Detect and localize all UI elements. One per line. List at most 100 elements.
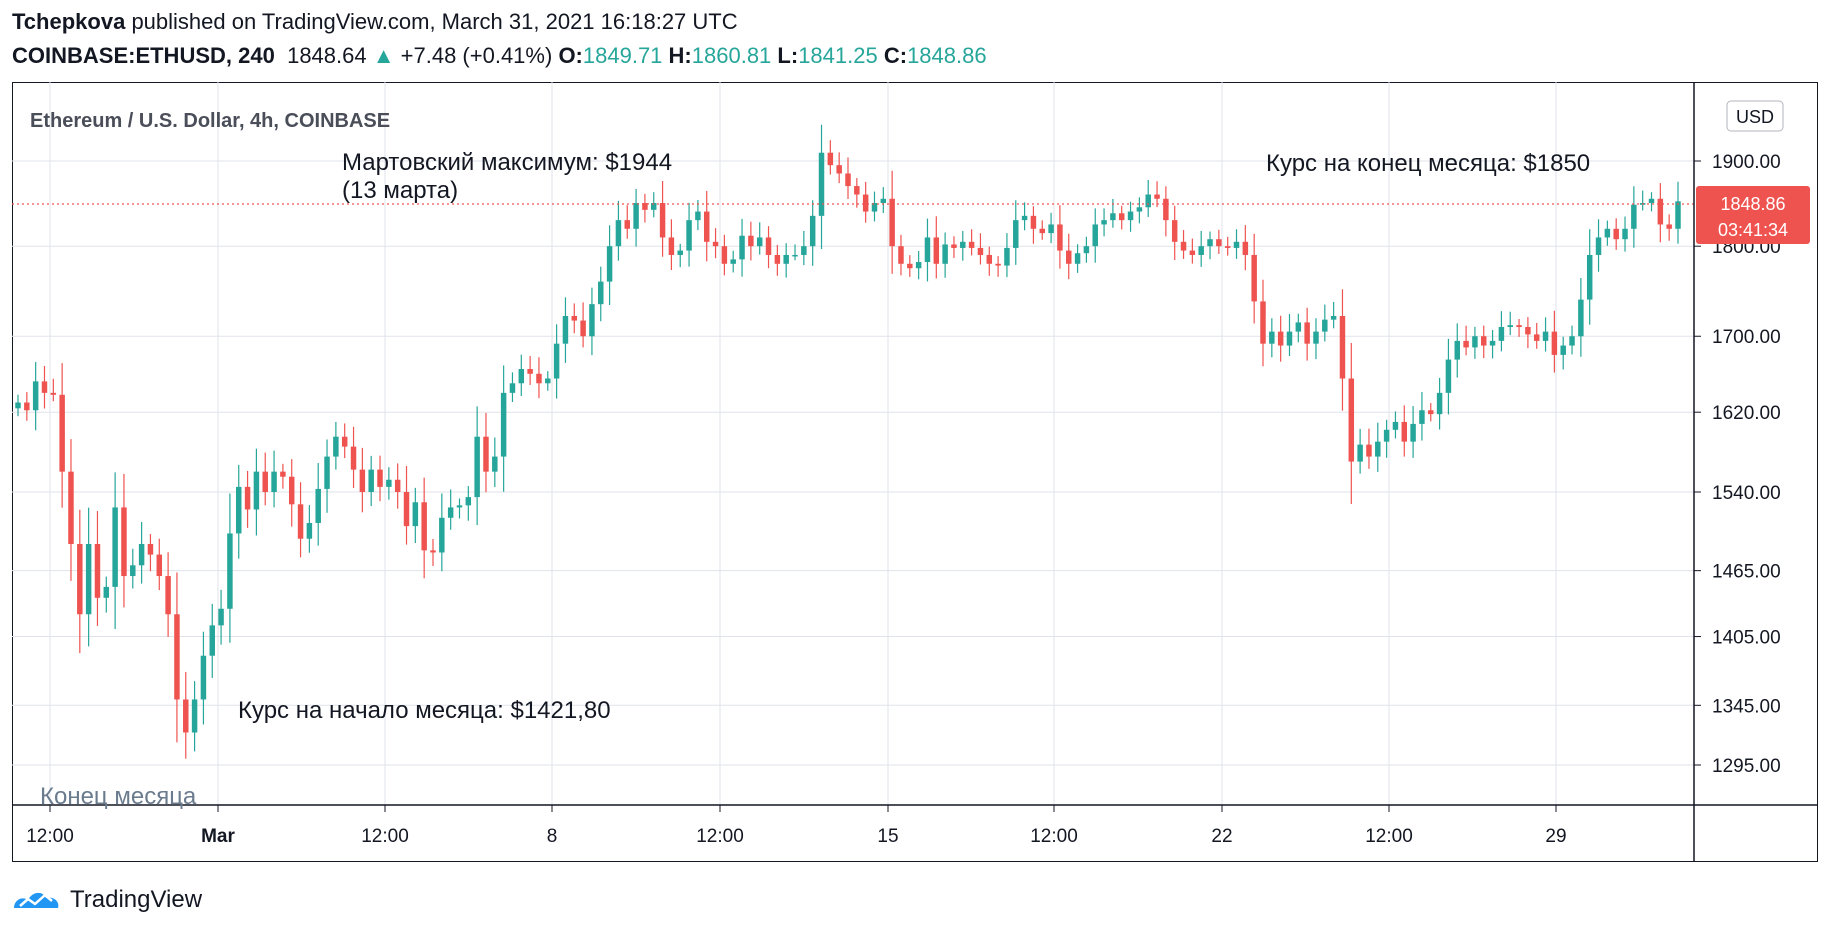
high-label: H: [668, 43, 692, 68]
candle-body [995, 263, 1001, 266]
candle-body [818, 152, 825, 216]
current-price-value: 1848.86 [1720, 194, 1785, 214]
candle-body [1118, 213, 1125, 221]
candles [15, 124, 1681, 759]
publish-line: Tchepkova published on TradingView.com, … [12, 9, 738, 35]
x-tick-label: 29 [1545, 826, 1566, 847]
low-value: 1841.25 [798, 43, 878, 68]
candle-body [1463, 340, 1469, 348]
candle-body [748, 235, 754, 247]
candle-body [589, 304, 595, 337]
candle-body [668, 237, 675, 255]
candle-body [1525, 327, 1531, 335]
candle-body [518, 369, 525, 384]
legend-title: Ethereum / U.S. Dollar, 4h, COINBASE [30, 110, 390, 132]
candle-body [907, 263, 913, 269]
candle-body [968, 241, 975, 248]
y-tick-label: 1405.00 [1712, 628, 1781, 649]
candle-body [236, 486, 242, 534]
candle-body [1163, 198, 1169, 221]
candle-body [1419, 410, 1425, 424]
candle-body [191, 699, 198, 733]
candle-body [50, 392, 57, 395]
candle-body [421, 502, 427, 551]
candle-body [1233, 241, 1240, 248]
candle-body [1004, 247, 1010, 266]
candle-body [138, 543, 145, 566]
candle-body [659, 203, 666, 238]
candle-body [1507, 325, 1513, 328]
candle-body [333, 436, 339, 457]
candle-body [809, 215, 816, 247]
candle-body [801, 246, 807, 255]
candle-body [1586, 254, 1593, 300]
candle-body [1657, 198, 1664, 225]
price-change: +7.48 (+0.41%) [400, 43, 553, 68]
candle-body [403, 491, 410, 527]
high-value: 1860.81 [691, 43, 772, 68]
candle-body [571, 315, 578, 321]
candle-body [1057, 224, 1063, 251]
candle-body [1269, 331, 1275, 344]
candle-body [686, 220, 692, 251]
candle-body [1551, 331, 1558, 355]
open-label: O: [558, 43, 583, 68]
candle-body [951, 244, 957, 248]
tradingview-logo[interactable]: TradingView [12, 886, 202, 914]
candle-body [765, 237, 772, 255]
candle-body [1260, 301, 1266, 344]
candle-body [1322, 319, 1328, 332]
candle-body [439, 517, 445, 553]
annotation-max-line1[interactable]: Мартовский максимум: $1944 [342, 149, 672, 176]
candle-body [1542, 331, 1549, 341]
candle-body [1101, 220, 1107, 225]
annotation-end-month[interactable]: Курс на конец месяца: $1850 [1266, 150, 1590, 177]
time-axis: 12:00 Mar 12:00 8 12:00 15 12:00 22 12:00 29 [26, 805, 1567, 847]
annotation-max-line2[interactable]: (13 марта) [342, 177, 458, 204]
candle-body [94, 543, 101, 598]
candle-body [1136, 207, 1143, 212]
y-tick-label: 1540.00 [1712, 483, 1781, 504]
candle-body [1489, 340, 1496, 346]
candle-body [377, 469, 383, 487]
y-tick-label: 1620.00 [1712, 403, 1781, 424]
candle-body [651, 203, 657, 210]
candle-body [1604, 228, 1611, 238]
publish-info: published on TradingView.com, March 31, … [131, 9, 738, 34]
x-tick-label: 12:00 [26, 826, 74, 847]
candle-body [1295, 322, 1302, 332]
candle-body [253, 471, 260, 510]
candle-body [1021, 215, 1028, 221]
candle-body [624, 220, 630, 229]
candle-body [509, 383, 516, 393]
candle-body [774, 254, 781, 264]
candle-body [59, 394, 65, 472]
candle-body [695, 211, 701, 221]
candle-body [24, 402, 30, 411]
candle-body [1207, 239, 1213, 247]
candle-body [598, 281, 604, 305]
candle-body [580, 320, 586, 337]
candle-body [483, 436, 489, 472]
candle-body [130, 565, 136, 577]
x-tick-label: 22 [1211, 826, 1232, 847]
candle-body [703, 211, 710, 242]
usd-button[interactable] [1726, 100, 1784, 132]
candle-body [200, 655, 207, 700]
candle-body [350, 446, 357, 470]
annotation-start-month[interactable]: Курс на начало месяца: $1421,80 [238, 697, 611, 724]
y-tick-label: 1700.00 [1712, 327, 1781, 348]
candle-body [871, 203, 878, 212]
candle-body [1145, 194, 1151, 208]
candle-body [1304, 322, 1310, 344]
candle-body [1189, 250, 1196, 255]
author-name[interactable]: Tchepkova [12, 9, 126, 34]
candle-body [1648, 198, 1655, 204]
annotation-bottom-left[interactable]: Конец месяца [40, 783, 197, 810]
x-tick-label: 12:00 [696, 826, 744, 847]
candle-body [1392, 421, 1399, 430]
candle-body [1578, 299, 1584, 337]
candle-body [739, 235, 745, 260]
candle-body [447, 507, 454, 518]
